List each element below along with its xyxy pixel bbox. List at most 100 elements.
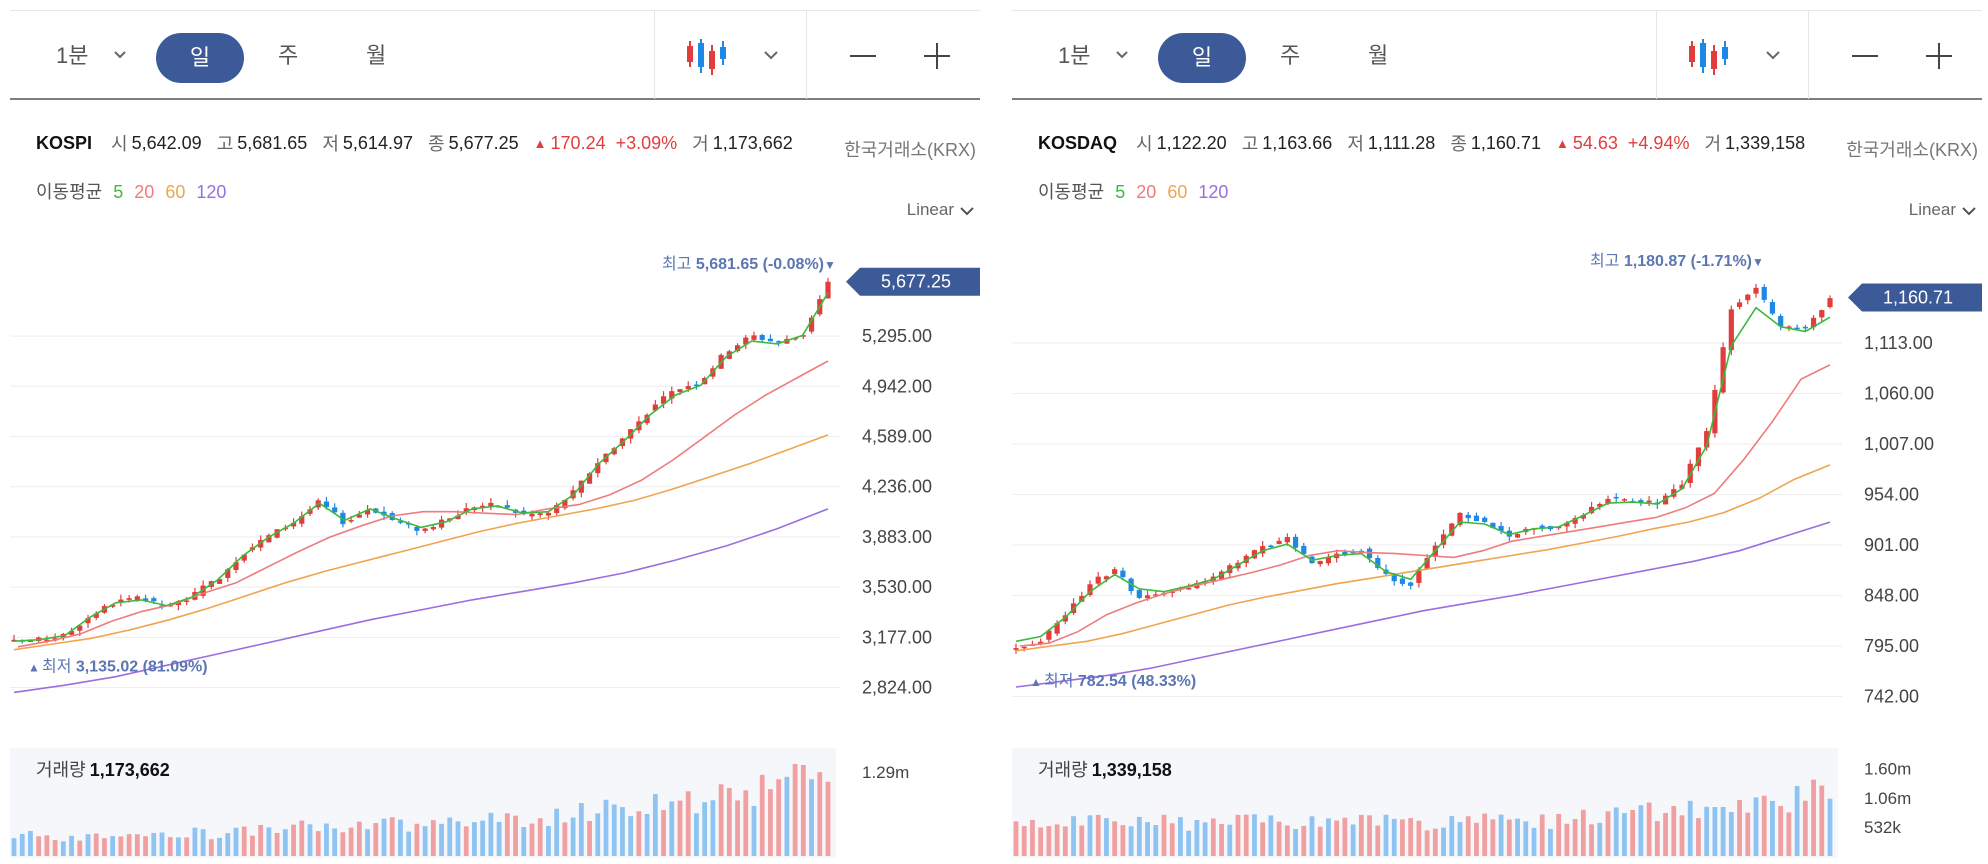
zoom-out-icon[interactable] bbox=[1850, 41, 1880, 71]
volume-bar bbox=[414, 823, 420, 856]
volume-title-value: 1,173,662 bbox=[89, 760, 170, 780]
volume-bar bbox=[1654, 820, 1660, 856]
candlestick-icon[interactable] bbox=[686, 37, 730, 77]
candle-body bbox=[808, 317, 815, 332]
candle-body bbox=[611, 448, 617, 455]
candle-body bbox=[1482, 517, 1488, 522]
candle-body bbox=[1753, 287, 1759, 294]
period-week-button[interactable]: 주 bbox=[278, 43, 299, 68]
period-month-button[interactable]: 월 bbox=[1368, 43, 1389, 68]
toolbar-divider bbox=[654, 11, 655, 99]
candle-body bbox=[652, 404, 658, 411]
up-arrow-icon: ▲ bbox=[1555, 135, 1569, 151]
volume-bar bbox=[1276, 821, 1282, 856]
ma5-legend[interactable]: 5 bbox=[113, 182, 124, 202]
volume-bar bbox=[315, 831, 321, 856]
candle-body bbox=[1424, 558, 1430, 570]
change-value: 54.63 bbox=[1572, 132, 1618, 153]
period-month-button[interactable]: 월 bbox=[366, 43, 387, 68]
scale-selector[interactable]: Linear bbox=[1909, 200, 1976, 220]
volume-bar bbox=[389, 817, 395, 856]
candle-body bbox=[488, 502, 494, 507]
y-tick-label: 901.00 bbox=[1864, 535, 1919, 555]
ma20-legend[interactable]: 20 bbox=[1136, 182, 1157, 202]
chevron-down-icon bbox=[960, 206, 974, 215]
high-marker: 최고 1,180.87 (-1.71%) bbox=[1590, 252, 1752, 270]
candle-body bbox=[504, 505, 510, 508]
toolbar-divider bbox=[1656, 11, 1657, 99]
low-marker-value: 3,135.02 bbox=[76, 658, 143, 675]
ma20-legend[interactable]: 20 bbox=[134, 182, 155, 202]
candle-body bbox=[364, 510, 371, 515]
index-name: KOSPI bbox=[36, 132, 93, 153]
zoom-out-icon[interactable] bbox=[848, 41, 878, 71]
volume-bar bbox=[1104, 818, 1109, 856]
volume-bar bbox=[611, 804, 617, 856]
volume-bar bbox=[455, 821, 461, 856]
volume-bar bbox=[1145, 822, 1150, 856]
period-day-button[interactable]: 일 bbox=[156, 33, 244, 83]
candle-body bbox=[348, 520, 354, 522]
volume-label: 거 bbox=[692, 134, 709, 154]
chevron-down-icon[interactable] bbox=[1116, 49, 1128, 61]
chevron-down-icon[interactable] bbox=[764, 49, 778, 61]
candle-body bbox=[332, 507, 338, 513]
candle-body bbox=[562, 500, 568, 509]
volume-bar bbox=[1663, 812, 1668, 856]
candle-body bbox=[1728, 309, 1734, 351]
candle-body bbox=[1440, 534, 1447, 545]
chevron-down-icon[interactable] bbox=[114, 49, 126, 61]
ma120-legend[interactable]: 120 bbox=[1198, 182, 1229, 202]
period-week-button[interactable]: 주 bbox=[1280, 43, 1301, 68]
volume-bar bbox=[1120, 825, 1126, 856]
volume-title-value: 1,339,158 bbox=[1091, 760, 1172, 780]
candlestick-icon[interactable] bbox=[1688, 37, 1732, 77]
candle-body bbox=[1013, 648, 1019, 650]
volume-bar bbox=[1202, 822, 1208, 856]
volume-bar bbox=[529, 823, 535, 856]
ma60-legend[interactable]: 60 bbox=[1167, 182, 1188, 202]
volume-bar bbox=[299, 820, 305, 856]
volume-bar bbox=[356, 821, 362, 856]
high-marker: 최고 5,681.65 (-0.08%) bbox=[662, 255, 824, 273]
period-day-button[interactable]: 일 bbox=[1158, 33, 1246, 83]
candle-body bbox=[1087, 584, 1093, 596]
scale-label: Linear bbox=[1908, 200, 1956, 219]
price-chart[interactable]: 1,113.00 1,060.00 1,007.00 954.00 901.00 848.… bbox=[1012, 220, 1982, 730]
volume-bar bbox=[143, 836, 148, 856]
candle-body bbox=[1317, 560, 1323, 565]
volume-chart: 1.60m 1.06m 532k bbox=[1012, 748, 1911, 858]
ma5-legend[interactable]: 5 bbox=[1115, 182, 1126, 202]
zoom-in-icon[interactable] bbox=[922, 41, 952, 71]
scale-selector[interactable]: Linear bbox=[907, 200, 974, 220]
volume-title: 거래량 1,339,158 bbox=[1038, 756, 1172, 782]
close-label: 종 bbox=[1450, 134, 1467, 154]
volume-bar bbox=[373, 823, 379, 856]
candle-body bbox=[1621, 499, 1628, 501]
candle-body bbox=[685, 386, 691, 389]
chevron-down-icon[interactable] bbox=[1766, 49, 1780, 61]
candle-body bbox=[1761, 286, 1767, 300]
zoom-in-icon[interactable] bbox=[1924, 41, 1954, 71]
high-marker-value: 5,681.65 bbox=[696, 256, 763, 273]
exchange-label: 한국거래소(KRX) bbox=[1846, 140, 1978, 160]
period-minute-button[interactable]: 1분 bbox=[56, 43, 89, 68]
ma60-legend[interactable]: 60 bbox=[165, 182, 186, 202]
volume-bar bbox=[1802, 800, 1808, 856]
candle-body bbox=[200, 585, 206, 596]
candle-body bbox=[480, 505, 486, 508]
volume-bar bbox=[1819, 785, 1825, 856]
volume-bar bbox=[1095, 814, 1101, 856]
volume-bar bbox=[200, 829, 206, 856]
volume-bar bbox=[644, 813, 650, 856]
volume-bar bbox=[1112, 821, 1118, 856]
period-minute-button[interactable]: 1분 bbox=[1058, 43, 1091, 68]
volume-bar bbox=[1079, 825, 1085, 856]
ma120-legend[interactable]: 120 bbox=[196, 182, 227, 202]
y-tick-label: 4,942.00 bbox=[862, 376, 932, 396]
volume-bar bbox=[743, 790, 749, 856]
price-chart[interactable]: 5,295.00 4,942.00 4,589.00 4,236.00 3,883.00… bbox=[10, 220, 980, 730]
volume-bar bbox=[19, 834, 25, 856]
candle-body bbox=[1120, 570, 1126, 577]
candle-body bbox=[677, 389, 683, 392]
